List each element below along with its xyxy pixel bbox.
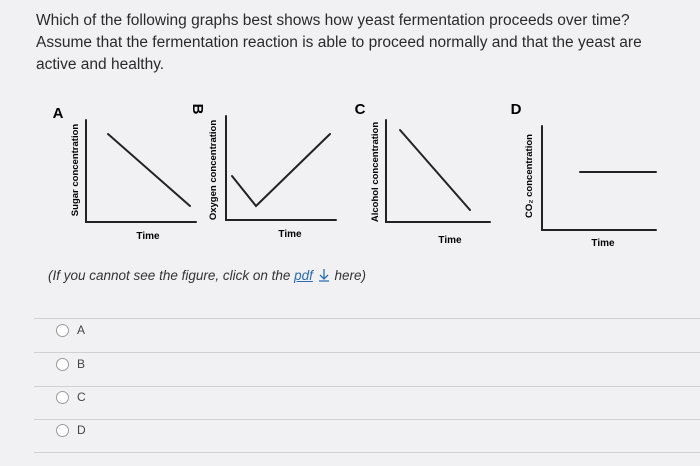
option[interactable]: B — [56, 357, 85, 371]
option[interactable]: C — [56, 390, 86, 404]
graph-letter: D — [511, 101, 522, 118]
divider — [34, 318, 700, 319]
option[interactable]: A — [56, 323, 85, 337]
radio-button[interactable] — [56, 323, 69, 337]
figure-note: (If you cannot see the figure, click on … — [48, 268, 366, 283]
divider — [34, 386, 700, 387]
x-axis-label: Time — [278, 229, 302, 240]
download-icon[interactable] — [317, 268, 331, 282]
axes — [85, 119, 197, 223]
option[interactable]: D — [56, 423, 86, 437]
radio-button[interactable] — [56, 390, 69, 404]
note-text: (If you cannot see the figure, click on … — [48, 268, 291, 283]
figure: A Sugar concentration Time B Oxygen conc… — [53, 101, 657, 249]
option-label[interactable]: C — [77, 390, 86, 404]
y-axis-label: CO₂ concentration — [524, 134, 535, 218]
graph-letter: B — [189, 104, 206, 115]
note-text: here) — [334, 268, 366, 283]
option-label[interactable]: B — [77, 357, 86, 371]
divider — [34, 352, 700, 353]
question-text: Which of the following graphs best shows… — [36, 12, 642, 73]
pdf-link[interactable]: pdf — [294, 268, 313, 283]
trend-line — [231, 133, 331, 208]
y-axis-label: Sugar concentration — [70, 124, 81, 217]
divider — [34, 419, 700, 420]
x-axis-label: Time — [591, 238, 615, 249]
divider — [34, 452, 700, 453]
radio-button[interactable] — [56, 357, 69, 371]
trend-line — [107, 133, 191, 207]
axes — [541, 125, 657, 231]
option-label[interactable]: A — [77, 323, 86, 337]
graph-letter: C — [355, 101, 366, 118]
axes — [385, 119, 491, 223]
radio-button[interactable] — [56, 423, 69, 437]
graph-letter: A — [53, 105, 64, 122]
x-axis-label: Time — [136, 231, 160, 242]
y-axis-label: Oxygen concentration — [208, 120, 219, 220]
axes — [225, 115, 337, 221]
option-label[interactable]: D — [77, 423, 86, 437]
x-axis-label: Time — [438, 235, 462, 246]
trend-line — [399, 129, 471, 211]
y-axis-label: Alcohol concentration — [370, 122, 381, 222]
